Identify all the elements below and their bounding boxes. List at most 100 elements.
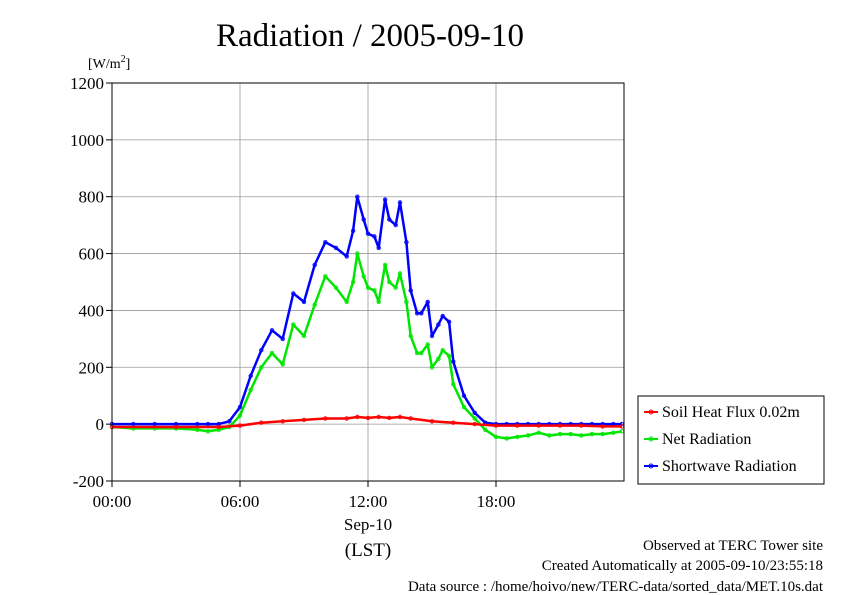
legend-label: Soil Heat Flux 0.02m: [662, 404, 800, 421]
series-point-1: [419, 350, 424, 356]
y-axis-label: [W/m2]: [88, 54, 130, 72]
series-point-1: [397, 271, 403, 276]
x-axis-unit-label: (LST): [345, 540, 391, 561]
series-point-0: [557, 423, 563, 428]
series-point-1: [344, 299, 349, 305]
legend-marker: [648, 409, 654, 415]
series-point-2: [446, 319, 452, 324]
x-tick-label: 06:00: [221, 492, 260, 511]
series-point-2: [323, 239, 328, 245]
series-point-1: [493, 434, 499, 440]
chart-title: Radiation / 2005-09-10: [216, 18, 524, 54]
y-tick-label: 400: [79, 301, 105, 320]
series-point-1: [547, 433, 552, 438]
series-point-0: [237, 423, 243, 428]
series-point-2: [269, 328, 275, 333]
series-point-0: [323, 416, 328, 421]
y-tick-label: 0: [96, 415, 105, 434]
series-point-1: [393, 285, 398, 290]
series-point-0: [173, 424, 179, 430]
series-point-2: [425, 299, 430, 305]
series-point-2: [291, 291, 296, 296]
y-tick-label: 1200: [70, 74, 104, 93]
series-point-2: [397, 200, 403, 205]
series-point-2: [461, 393, 467, 398]
series-point-2: [472, 410, 477, 415]
series-point-2: [344, 254, 349, 259]
y-tick-label: 600: [79, 245, 105, 264]
series-point-2: [301, 299, 307, 305]
series-point-0: [472, 421, 477, 427]
series-point-0: [408, 416, 413, 421]
series-point-1: [446, 353, 452, 359]
x-tick-label: 00:00: [93, 492, 132, 511]
series-point-0: [515, 423, 520, 428]
series-point-0: [493, 423, 499, 428]
y-tick-label: 800: [79, 188, 105, 207]
series-point-1: [301, 333, 307, 339]
series-point-0: [216, 424, 221, 430]
x-tick-label: 18:00: [477, 492, 516, 511]
series-point-1: [323, 274, 328, 279]
series-point-1: [312, 302, 317, 307]
footer-source: Data source : /home/hoivo/new/TERC-data/…: [408, 579, 824, 595]
series-point-2: [372, 234, 377, 239]
series-point-2: [333, 245, 339, 251]
series-point-1: [248, 387, 253, 393]
series-point-1: [333, 285, 339, 290]
series-point-0: [387, 415, 392, 421]
series-point-2: [451, 359, 456, 364]
series-point-0: [376, 414, 381, 420]
footer-created: Created Automatically at 2005-09-10/23:5…: [542, 558, 823, 574]
series-point-1: [440, 348, 445, 353]
series-point-1: [472, 416, 477, 421]
series-point-1: [589, 431, 595, 437]
series-point-1: [425, 342, 430, 347]
y-tick-label: 1000: [70, 131, 104, 150]
series-point-2: [393, 222, 398, 228]
series-point-1: [504, 436, 509, 441]
series-point-1: [361, 274, 366, 279]
series-point-1: [429, 365, 435, 370]
series-point-1: [536, 430, 541, 435]
series-point-0: [600, 424, 605, 429]
series-point-2: [350, 228, 356, 233]
series-point-2: [355, 194, 360, 199]
grid-lines: [112, 83, 624, 481]
series-point-1: [557, 431, 563, 437]
series-point-2: [440, 313, 445, 319]
series-line-1: [111, 252, 623, 440]
series-point-2: [227, 419, 232, 424]
x-axis-date-label: Sep-10: [344, 515, 392, 534]
series-point-2: [312, 262, 317, 268]
series-point-1: [568, 431, 573, 437]
series-point-2: [414, 311, 420, 316]
series-point-1: [365, 285, 371, 290]
series-point-2: [408, 288, 413, 293]
legend-box: [637, 395, 825, 485]
series-point-1: [483, 427, 488, 432]
series-point-2: [382, 197, 388, 202]
series-point-2: [237, 404, 243, 410]
series-point-2: [259, 348, 264, 353]
series-point-1: [269, 350, 275, 356]
series-point-1: [280, 362, 285, 367]
series-point-1: [205, 429, 211, 434]
series-point-0: [536, 423, 541, 428]
series-point-2: [429, 333, 435, 339]
legend-marker: [648, 436, 654, 442]
series-point-2: [248, 373, 253, 378]
y-axis: -200 0 200 400 600 800 1000 1200: [70, 74, 112, 491]
series-point-1: [291, 322, 296, 327]
series-point-1: [350, 279, 356, 285]
series-point-0: [397, 414, 403, 420]
series-line-0: [112, 415, 622, 429]
legend-label: Shortwave Radiation: [662, 458, 797, 475]
series-point-2: [436, 322, 441, 327]
x-axis: 00:00 06:00 12:00 18:00: [93, 481, 516, 511]
series-point-0: [280, 419, 285, 424]
series-point-1: [436, 356, 441, 361]
series-point-1: [525, 433, 531, 438]
series-point-2: [365, 231, 371, 236]
